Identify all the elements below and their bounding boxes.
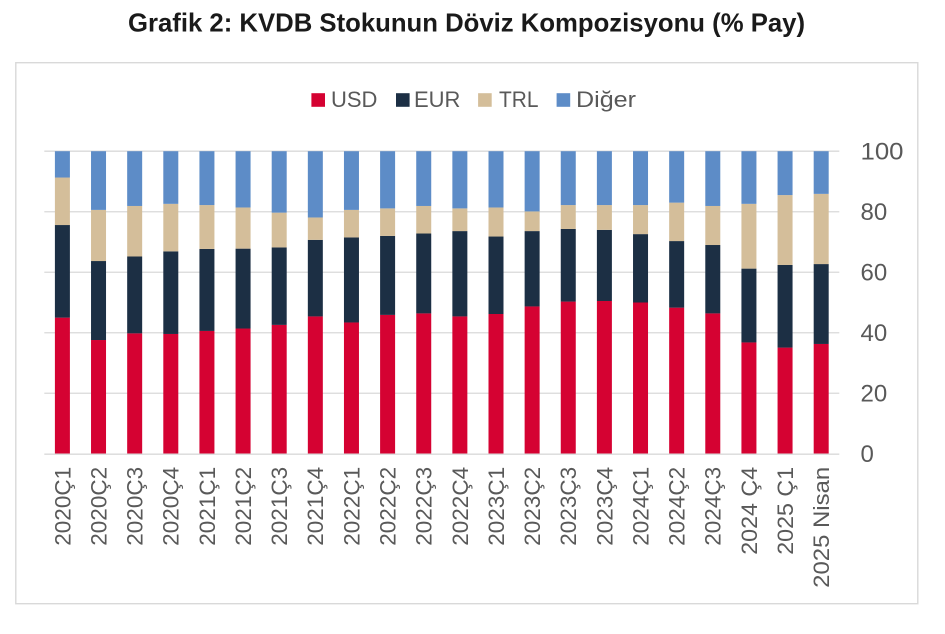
svg-text:EUR: EUR	[414, 87, 460, 112]
svg-text:2023Ç2: 2023Ç2	[520, 467, 545, 546]
svg-text:2025 Ç1: 2025 Ç1	[773, 467, 798, 555]
svg-text:2024 Ç4: 2024 Ç4	[737, 467, 762, 555]
svg-text:20: 20	[861, 381, 888, 408]
svg-text:2023Ç3: 2023Ç3	[556, 467, 581, 546]
svg-text:60: 60	[861, 260, 888, 287]
svg-text:2022Ç3: 2022Ç3	[412, 467, 437, 546]
svg-text:USD: USD	[331, 87, 377, 112]
svg-text:2024Ç3: 2024Ç3	[701, 467, 726, 546]
svg-text:TRL: TRL	[499, 87, 539, 112]
svg-text:100: 100	[861, 139, 904, 166]
svg-text:2024Ç1: 2024Ç1	[628, 467, 653, 546]
svg-text:2022Ç1: 2022Ç1	[339, 467, 364, 546]
svg-text:40: 40	[861, 320, 888, 347]
svg-text:2020Ç2: 2020Ç2	[86, 467, 111, 546]
svg-text:0: 0	[861, 441, 874, 468]
svg-text:2022Ç2: 2022Ç2	[376, 467, 401, 546]
svg-text:2022Ç4: 2022Ç4	[448, 467, 473, 546]
svg-text:Grafik 2: KVDB Stokunun Döviz: Grafik 2: KVDB Stokunun Döviz Kompozisyo…	[128, 8, 805, 38]
svg-text:Diğer: Diğer	[576, 87, 636, 112]
svg-text:2021Ç2: 2021Ç2	[231, 467, 256, 546]
svg-text:2020Ç1: 2020Ç1	[50, 467, 75, 546]
svg-text:2024Ç2: 2024Ç2	[665, 467, 690, 546]
svg-text:2023Ç1: 2023Ç1	[484, 467, 509, 546]
svg-text:2025 Nisan: 2025 Nisan	[809, 467, 834, 588]
svg-text:2021Ç3: 2021Ç3	[267, 467, 292, 546]
svg-text:2020Ç3: 2020Ç3	[123, 467, 148, 546]
svg-text:2021Ç1: 2021Ç1	[195, 467, 220, 546]
svg-text:2020Ç4: 2020Ç4	[159, 467, 184, 546]
svg-text:80: 80	[861, 199, 888, 226]
svg-text:2021Ç4: 2021Ç4	[303, 467, 328, 546]
svg-text:2023Ç4: 2023Ç4	[592, 467, 617, 546]
